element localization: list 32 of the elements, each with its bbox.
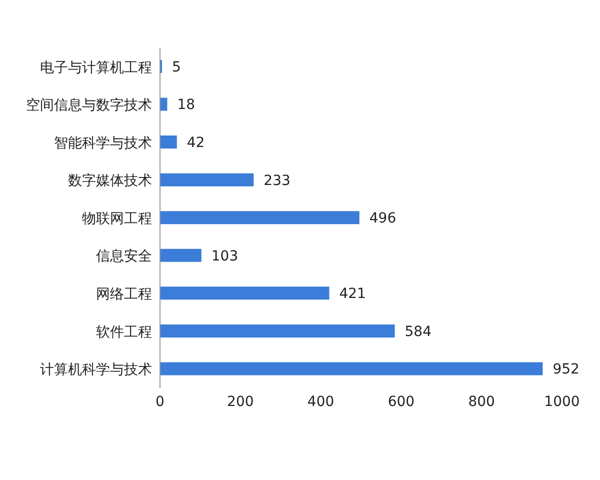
x-tick-label: 1000	[544, 394, 580, 410]
bar	[160, 362, 543, 376]
y-tick-label: 空间信息与数字技术	[26, 98, 152, 114]
bar	[160, 286, 330, 300]
x-tick-label: 800	[468, 394, 495, 410]
y-tick-label: 网络工程	[96, 286, 152, 303]
data-label: 233	[264, 172, 290, 189]
x-tick-label: 400	[307, 394, 334, 410]
bar	[160, 173, 254, 186]
bar	[160, 136, 177, 149]
data-label: 18	[177, 97, 196, 114]
bar	[160, 211, 360, 224]
data-label: 952	[552, 362, 580, 378]
data-label: 496	[369, 210, 396, 227]
data-label: 584	[404, 324, 432, 340]
bar	[160, 98, 168, 111]
data-label: 103	[211, 248, 238, 264]
x-tick-label: 0	[156, 394, 164, 410]
y-tick-label: 计算机科学与技术	[40, 362, 152, 378]
y-tick-label: 电子与计算机工程	[40, 60, 152, 76]
bar	[160, 324, 395, 338]
x-tick-label: 600	[388, 394, 415, 410]
y-tick-label: 物联网工程	[82, 210, 152, 227]
data-label: 42	[186, 135, 205, 152]
y-tick-label: 软件工程	[96, 324, 152, 340]
y-tick-label: 智能科学与技术	[54, 135, 152, 152]
y-tick-label: 数字媒体技术	[68, 173, 152, 190]
data-label: 421	[339, 286, 366, 302]
x-tick-label: 200	[227, 394, 254, 410]
data-label: 5	[172, 59, 181, 76]
y-tick-label: 信息安全	[96, 248, 152, 265]
bar	[160, 248, 202, 262]
